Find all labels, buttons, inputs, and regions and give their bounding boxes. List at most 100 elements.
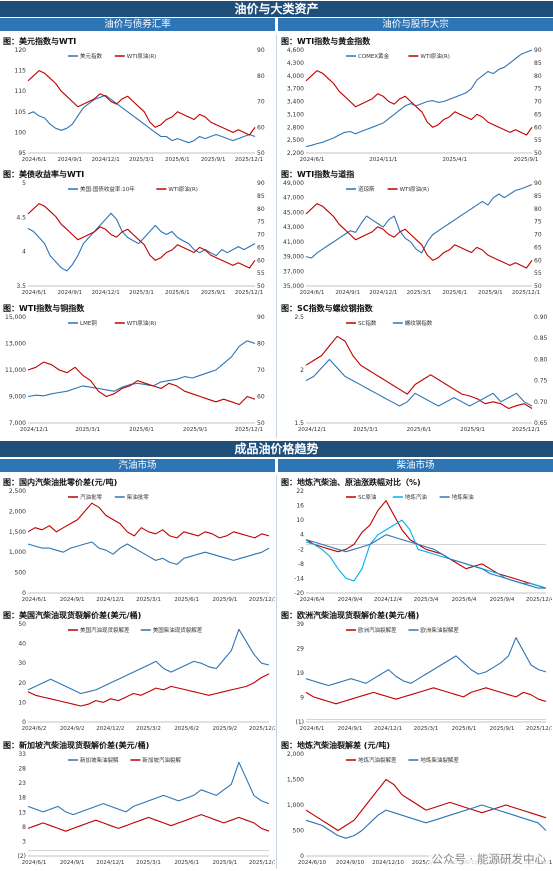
x-tick-label: 2025/3/1 (353, 427, 378, 433)
x-tick-label: 2025/6/4 (452, 597, 477, 603)
series-line-0 (305, 778, 547, 832)
y-tick-label: -8 (298, 561, 304, 568)
x-tick-label: 2025/12/1 (512, 427, 540, 433)
series-line-1 (305, 203, 533, 269)
y-tick-label: 2,500 (287, 137, 304, 144)
series-line-1 (305, 70, 533, 136)
x-tick-label: 2025/9/1 (201, 157, 226, 163)
legend-label: LME铜 (80, 319, 97, 327)
y-tick-label: 105 (15, 109, 27, 116)
series-line-0 (305, 49, 533, 148)
chart-singapore-crack-spread: 图：新加坡汽柴油现货裂解价差(美元/桶) 33 28 23 18 13 8 3 (2) 2024… (1, 740, 275, 870)
y-tick-label: 115 (15, 68, 27, 75)
y-tick-label: 4,600 (287, 47, 304, 54)
y-tick-label: 3,400 (287, 99, 304, 106)
x-tick-label: 2025/6/1 (407, 427, 432, 433)
y-tick-label: 18 (18, 795, 26, 802)
x-tick-label: 2024/6/1 (22, 597, 47, 603)
y-tick-label: 2,000 (9, 508, 26, 515)
y2-tick-label: 55 (534, 270, 542, 277)
series-line-0 (305, 183, 533, 259)
y-tick-label: 41,000 (283, 239, 304, 246)
x-tick-label: 2024/6/1 (22, 860, 47, 866)
y-tick-label: 35,000 (283, 283, 304, 290)
series-line-1 (305, 804, 547, 839)
y-tick-label: 13 (18, 809, 26, 816)
chart-dollar-index-wti: 图：美元指数与WTI 120 115 110 105 100 95 90 80 70 60 50 20… (1, 36, 275, 167)
y-tick-label: 4,000 (287, 73, 304, 80)
y-tick-label: 3.5 (16, 283, 26, 290)
x-tick-label: 2024/6/1 (300, 157, 325, 163)
y2-tick-label: 90 (534, 47, 542, 54)
section-oil-bonds-fx: 油价与债券汇率 (0, 18, 275, 31)
legend-label: SC原油 (358, 493, 377, 501)
series-line-0 (27, 502, 270, 539)
chart-title: 图：WTI指数与道指 (281, 170, 355, 179)
y-tick-label: 13,000 (5, 341, 26, 348)
y-tick-label: 47,000 (283, 195, 304, 202)
x-tick-label: 2024/12/1 (96, 597, 124, 603)
x-tick-label: 2024/9/1 (338, 726, 363, 732)
chart-svg: 15,00013,00011,0009,0007,000908070605020… (5, 314, 265, 433)
x-tick-label: 2024/12/1 (369, 290, 397, 296)
y2-tick-label: 50 (257, 420, 265, 427)
y-tick-label: 2,000 (287, 751, 304, 758)
x-tick-label: 2025/9/1 (183, 427, 208, 433)
y2-tick-label: 80 (534, 206, 542, 213)
x-tick-label: 2025/3/2 (136, 726, 161, 732)
x-tick-label: 2025/6/1 (174, 860, 199, 866)
y2-tick-label: 60 (534, 124, 542, 131)
y-tick-label: (1) (296, 719, 305, 726)
y-tick-label: 10 (296, 517, 304, 524)
y-tick-label: 3,700 (287, 86, 304, 93)
legend-label: 欧洲柴油裂解差 (420, 626, 459, 634)
x-tick-label: 2025/3/1 (75, 427, 100, 433)
chart-title: 图：地炼汽柴油、原油涨跌幅对比（%) (281, 478, 421, 487)
y2-tick-label: 65 (534, 111, 542, 118)
x-tick-label: 2024/9/1 (57, 157, 82, 163)
legend-label: 美国柴油现货裂解差 (153, 626, 203, 634)
x-tick-label: 2024/12/2 (96, 726, 124, 732)
series-line-1 (305, 637, 547, 687)
chart-title: 图：地炼汽柴油裂解差 (元/吨) (281, 741, 391, 750)
y-tick-label: 500 (293, 828, 305, 835)
chart-local-refinery-vs-crude-change: 图：地炼汽柴油、原油涨跌幅对比（%) 22 16 10 4 -2 -8 -14 -20 2024… (279, 477, 552, 607)
y2-tick-label: 90 (257, 314, 265, 321)
y2-tick-label: 55 (534, 137, 542, 144)
y2-tick-label: 80 (257, 73, 265, 80)
y-tick-label: 39 (296, 621, 304, 628)
y-tick-label: 0 (22, 719, 26, 726)
legend-label: WTI原油(R) (420, 52, 450, 60)
chart-svg: 5 4.5 4 3.5 90 85 80 75 70 65 60 55 50 2024/6/1 2024/9… (16, 180, 265, 296)
y-tick-label: 33 (18, 751, 26, 758)
y-tick-label: (2) (18, 853, 27, 860)
y2-tick-label: 90 (257, 180, 265, 187)
y-tick-label: 1,500 (287, 777, 304, 784)
x-tick-label: 2025/12/1 (249, 860, 275, 866)
y-tick-label: 100 (15, 129, 27, 136)
x-tick-label: 2024/12/1 (92, 290, 120, 296)
chart-title: 图：新加坡汽柴油现货裂解价差(美元/桶) (3, 741, 150, 750)
legend-label: 汽油批零 (80, 493, 103, 501)
y2-tick-label: 0.70 (534, 399, 548, 406)
x-tick-label: 2025/12/1 (249, 597, 275, 603)
y2-tick-label: 70 (257, 99, 265, 106)
x-tick-label: 2024/6/1 (300, 726, 325, 732)
chart-wti-dow: 图：WTI指数与道指 49,000 47,000 45,000 43,000 41,00… (279, 169, 552, 300)
series-line-0 (305, 500, 547, 589)
chart-title: 图：WTI指数与铜指数 (3, 304, 85, 313)
x-tick-label: 2024/6/2 (22, 726, 47, 732)
y2-tick-label: 60 (257, 124, 265, 131)
y-tick-label: 15,000 (5, 314, 26, 321)
x-tick-label: 2025/9/1 (490, 726, 515, 732)
y-tick-label: 110 (15, 88, 27, 95)
y2-tick-label: 0.75 (534, 378, 548, 385)
x-tick-label: 2025/6/1 (452, 726, 477, 732)
y-tick-label: 7,000 (9, 420, 26, 427)
series-line-1 (27, 361, 256, 406)
y-tick-label: 2,500 (9, 488, 26, 495)
y-tick-label: 11,000 (5, 367, 26, 374)
x-tick-label: 2025/3/10 (412, 860, 441, 866)
x-tick-label: 2024/9/1 (60, 597, 85, 603)
